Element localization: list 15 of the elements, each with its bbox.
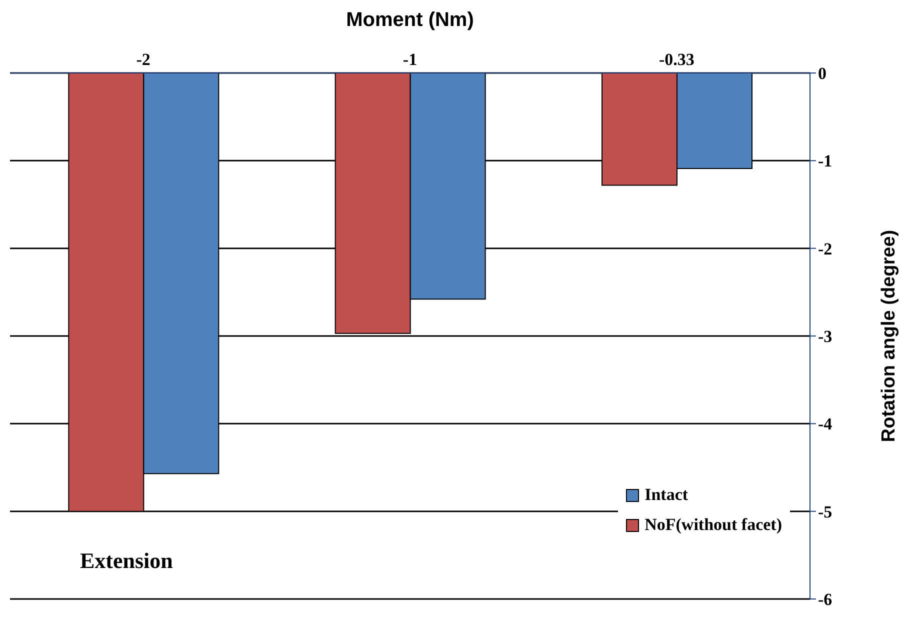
x-tick-label: -2: [136, 50, 150, 69]
x-axis-title: Moment (Nm): [346, 9, 474, 32]
y-tick-label: -2: [818, 239, 832, 258]
y-tick-label: -5: [818, 502, 832, 522]
y-axis-title: Rotation angle (degree): [878, 230, 900, 442]
legend-label: Intact: [644, 485, 688, 505]
y-tick-label: -3: [818, 327, 832, 346]
y-tick-label: -4: [818, 414, 833, 434]
x-tick-label: -1: [402, 50, 418, 69]
annotation: Extension: [80, 548, 173, 574]
x-tick-label: -0.33: [658, 50, 694, 69]
legend-label: NoF(without facet): [644, 515, 782, 535]
y-tick-label: 0: [818, 64, 826, 84]
y-tick-label: -1: [818, 152, 832, 171]
y-tick-label: -6: [818, 590, 832, 610]
